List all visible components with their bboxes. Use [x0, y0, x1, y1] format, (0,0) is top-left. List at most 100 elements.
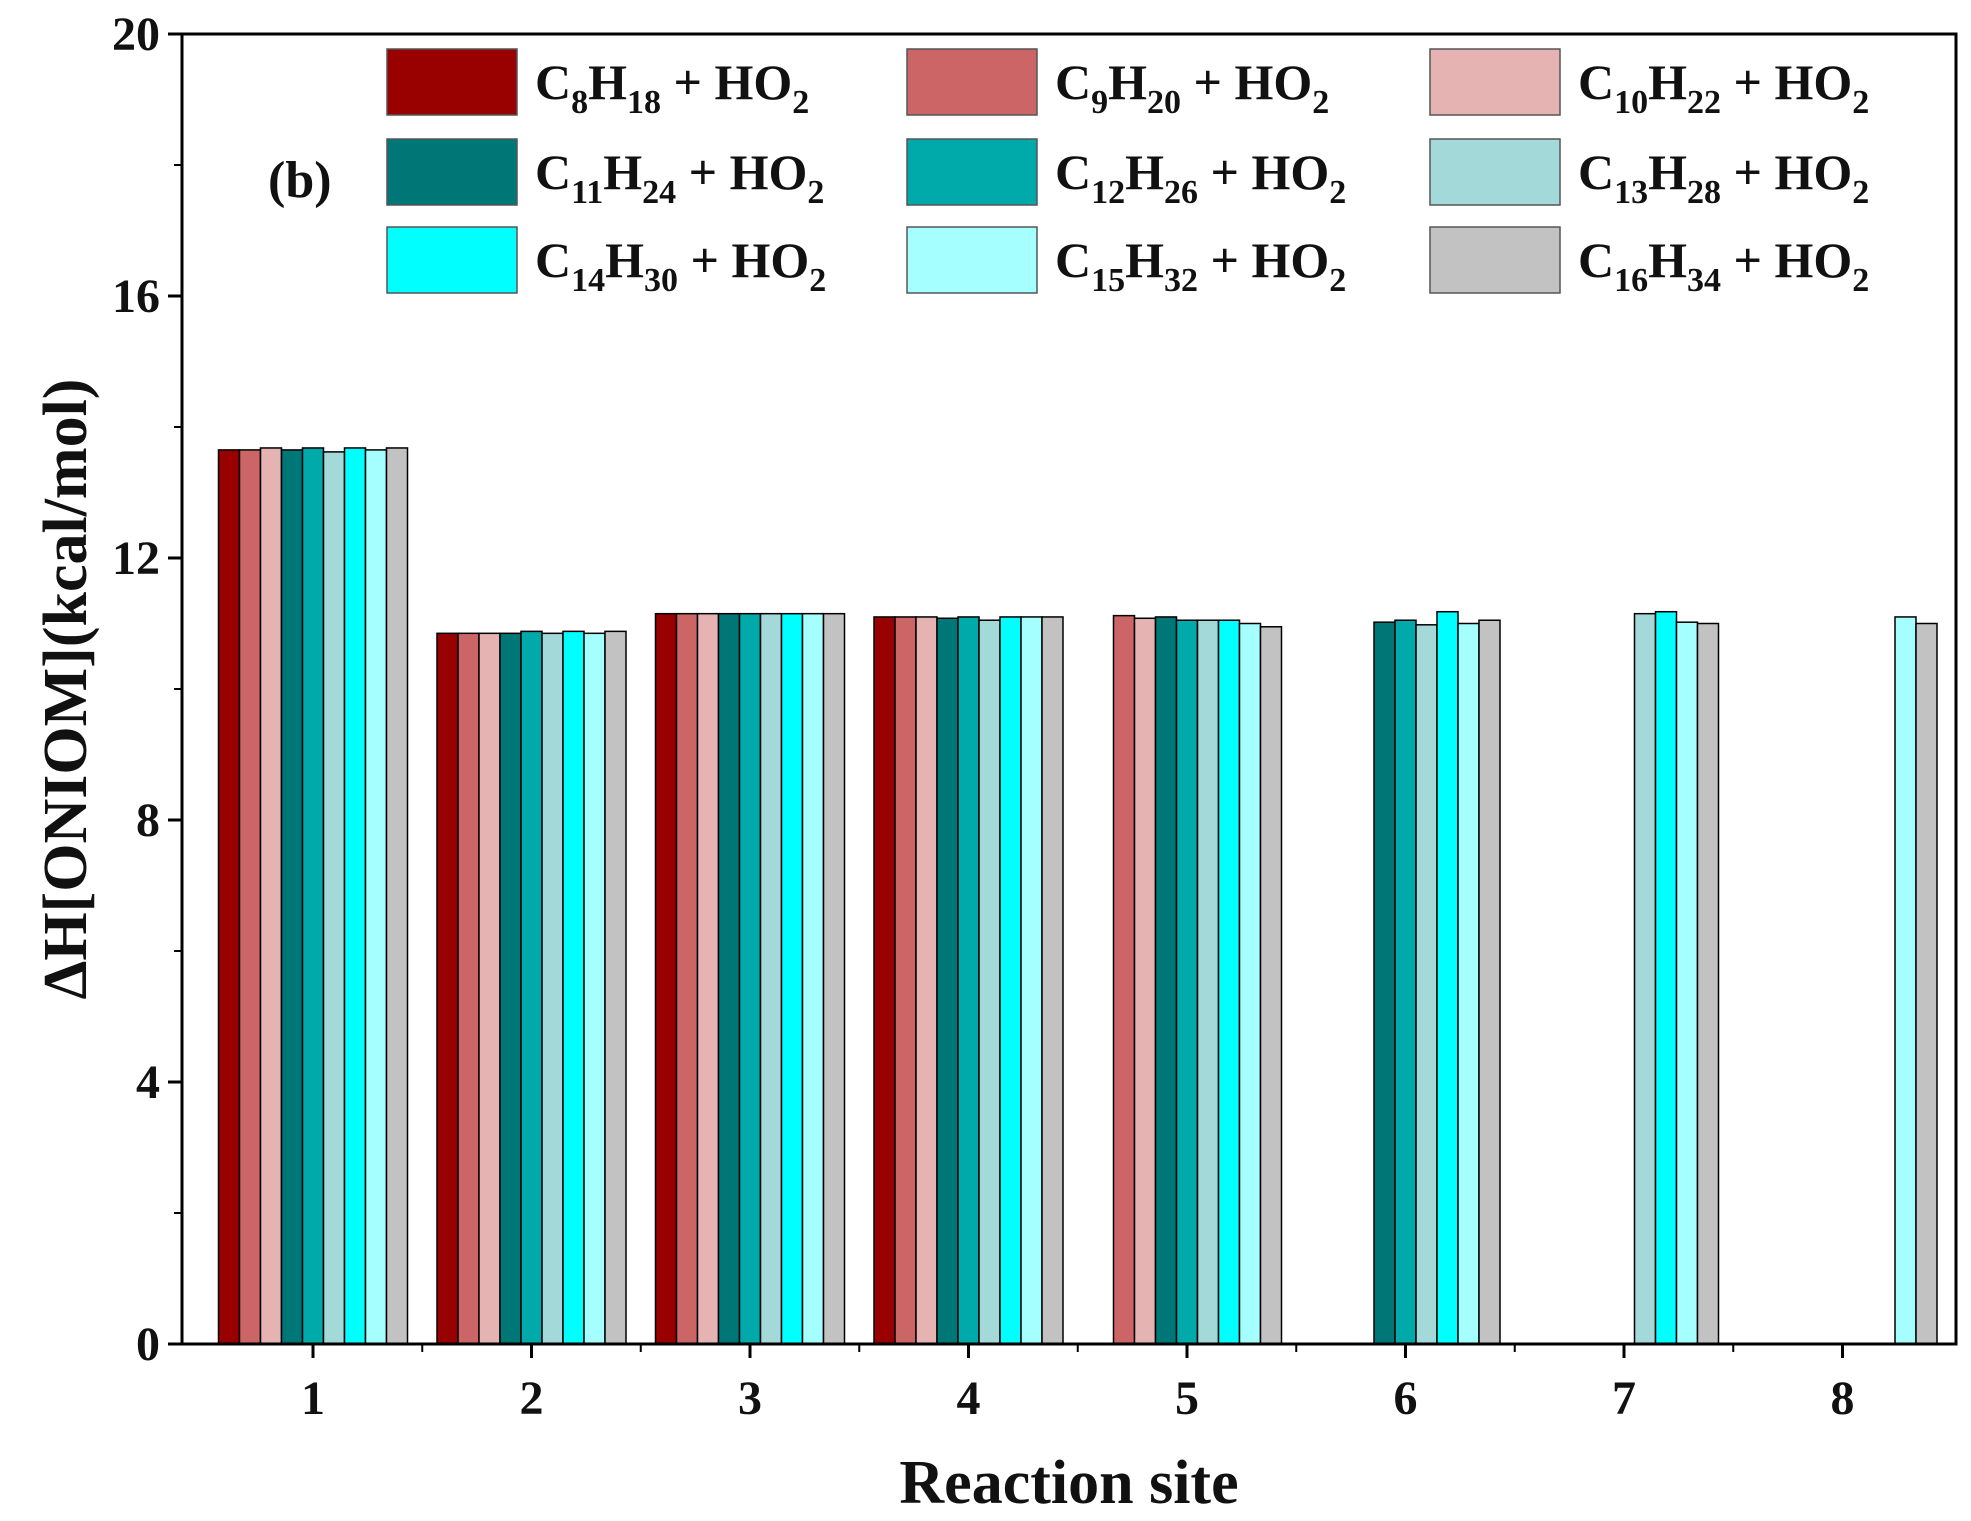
legend-text-part: + HO	[1198, 144, 1329, 200]
bar-site-4-series-5	[957, 616, 980, 1345]
legend-label: C8H18 + HO2	[535, 54, 809, 121]
bar-site-3-series-2	[675, 612, 699, 1345]
legend-subscript: 32	[1164, 262, 1198, 299]
bar-site-1-series-5	[301, 447, 325, 1345]
legend-subscript: 12	[1091, 174, 1125, 211]
legend-subscript: 34	[1687, 262, 1721, 299]
legend-subscript: 9	[1091, 84, 1108, 121]
y-tick-label: 4	[136, 1056, 160, 1109]
bar-site-5-series-8	[1238, 622, 1262, 1345]
legend-subscript: 22	[1687, 84, 1721, 121]
legend-text-part: H	[588, 54, 627, 110]
legend-text-part: + HO	[1198, 232, 1329, 288]
legend-subscript: 2	[809, 262, 826, 299]
legend-text-part: C	[1578, 232, 1614, 288]
x-tick-label: 5	[1175, 1372, 1199, 1425]
legend-subscript: 2	[1312, 84, 1329, 121]
legend-subscript: 2	[1852, 262, 1869, 299]
legend-swatch	[906, 226, 1038, 294]
bar-site-6-series-9	[1478, 619, 1501, 1345]
bar-site-8-series-9	[1915, 622, 1938, 1345]
legend-text-part: H	[1648, 54, 1687, 110]
bar-site-3-series-5	[738, 612, 762, 1345]
bar-site-4-series-2	[894, 616, 917, 1345]
legend-label: C9H20 + HO2	[1055, 54, 1329, 121]
bar-site-3-series-7	[780, 612, 804, 1345]
legend-subscript: 10	[1614, 84, 1648, 121]
legend-text-part: H	[1648, 144, 1687, 200]
x-tick-label: 1	[301, 1372, 325, 1425]
x-tick-label: 2	[520, 1372, 544, 1425]
legend-subscript: 16	[1614, 262, 1648, 299]
x-tick-label: 4	[957, 1372, 981, 1425]
bar-site-3-series-1	[654, 612, 678, 1345]
legend-swatch	[906, 48, 1038, 116]
x-tick-label: 7	[1612, 1372, 1636, 1425]
bar-site-1-series-9	[385, 447, 409, 1345]
bar-site-2-series-7	[562, 630, 585, 1345]
bar-site-6-series-6	[1415, 624, 1438, 1345]
legend-subscript: 24	[642, 174, 676, 211]
bar-site-5-series-2	[1112, 614, 1136, 1345]
bar-site-6-series-4	[1373, 621, 1396, 1345]
legend-label: C12H26 + HO2	[1055, 144, 1346, 211]
panel-label: (b)	[268, 152, 332, 209]
legend-label: C11H24 + HO2	[535, 144, 824, 211]
x-tick-label: 8	[1831, 1372, 1855, 1425]
bar-site-1-series-1	[217, 449, 241, 1345]
legend-subscript: 28	[1687, 174, 1721, 211]
legend-text-part: + HO	[661, 54, 792, 110]
legend-subscript: 18	[627, 84, 661, 121]
legend-text-part: C	[1578, 144, 1614, 200]
bar-site-4-series-4	[936, 617, 959, 1345]
legend-subscript: 20	[1147, 84, 1181, 121]
legend-text-part: H	[1108, 54, 1147, 110]
bar-site-4-series-7	[999, 616, 1022, 1345]
bar-site-5-series-9	[1259, 626, 1283, 1345]
y-ticks: 0 4 8 12 16 20	[112, 8, 182, 1371]
bar-site-4-series-3	[915, 616, 938, 1345]
bar-site-4-series-9	[1041, 616, 1064, 1345]
legend-text-part: C	[535, 144, 571, 200]
legend-swatch	[386, 226, 518, 294]
legend-label: C13H28 + HO2	[1578, 144, 1869, 211]
bar-site-1-series-3	[259, 447, 283, 1345]
bars-layer	[217, 447, 1938, 1345]
bar-site-3-series-8	[801, 612, 825, 1345]
legend-text-part: C	[1578, 54, 1614, 110]
bar-site-6-series-5	[1394, 619, 1417, 1345]
y-tick-label: 12	[112, 532, 160, 585]
legend-subscript: 11	[571, 174, 603, 211]
bar-site-3-series-3	[696, 612, 720, 1345]
bar-site-7-series-8	[1675, 621, 1699, 1345]
bar-site-8-series-8	[1894, 616, 1917, 1345]
legend-text-part: H	[1125, 232, 1164, 288]
legend-label: C10H22 + HO2	[1578, 54, 1869, 121]
bar-site-3-series-9	[822, 612, 846, 1345]
bar-site-4-series-8	[1020, 616, 1043, 1345]
bar-site-2-series-2	[457, 632, 480, 1345]
legend-text-part: + HO	[678, 232, 809, 288]
legend-text-part: H	[1125, 144, 1164, 200]
legend-text-part: C	[535, 232, 571, 288]
bar-site-2-series-5	[520, 630, 543, 1345]
legend-text-part: H	[603, 144, 642, 200]
bar-site-2-series-9	[604, 630, 627, 1345]
bar-site-1-series-4	[280, 449, 304, 1345]
legend-swatch	[1429, 48, 1561, 116]
bar-site-4-series-1	[873, 616, 896, 1345]
legend-subscript: 8	[571, 84, 588, 121]
bar-site-1-series-7	[343, 447, 367, 1345]
y-tick-label: 0	[136, 1318, 160, 1371]
x-ticks: 1 2 3 4 5 6 7 8	[301, 1344, 1855, 1425]
legend-subscript: 2	[1329, 262, 1346, 299]
bar-site-5-series-7	[1217, 619, 1241, 1345]
legend-text-part: H	[1648, 232, 1687, 288]
bar-site-2-series-8	[583, 632, 606, 1345]
bar-site-7-series-9	[1696, 622, 1720, 1345]
x-tick-label: 3	[738, 1372, 762, 1425]
legend-subscript: 2	[807, 174, 824, 211]
legend-subscript: 2	[1852, 174, 1869, 211]
legend-subscript: 30	[644, 262, 678, 299]
legend-text-part: + HO	[1721, 232, 1852, 288]
